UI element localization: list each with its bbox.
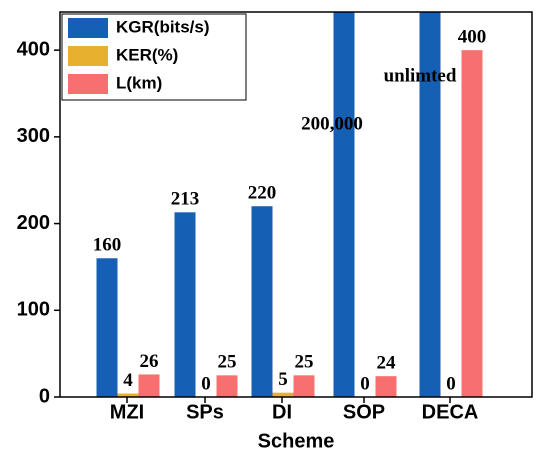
data-label: 400: [458, 27, 487, 48]
legend: KGR(bits/s) KER(%) L(km): [61, 13, 247, 101]
plot-area: [96, 12, 483, 397]
legend-label: KER(%): [116, 45, 178, 64]
bar: [174, 212, 196, 397]
x-tick-label: DECA: [422, 401, 479, 423]
legend-swatch: [68, 46, 108, 66]
bar: [138, 374, 160, 397]
data-label: 0: [201, 373, 211, 394]
data-label: 25: [218, 352, 237, 373]
y-tick-label: 100: [17, 299, 50, 321]
bar: [96, 258, 118, 397]
data-label: unlimted: [384, 65, 457, 86]
y-tick-label: 200: [17, 212, 50, 234]
data-label: 200,000: [301, 113, 363, 134]
data-label: 160: [93, 235, 122, 256]
data-label: 25: [295, 352, 314, 373]
data-label: 0: [446, 373, 456, 394]
bar: [375, 376, 397, 397]
bar: [461, 50, 483, 397]
x-tick-label: MZI: [110, 401, 144, 423]
legend-label: KGR(bits/s): [116, 17, 210, 36]
data-label: 24: [377, 353, 397, 374]
bar: [293, 375, 315, 397]
x-tick-label: SPs: [186, 401, 224, 423]
x-tick-label: DI: [272, 401, 292, 423]
axes-frame: [59, 11, 533, 398]
bar: [117, 393, 139, 397]
y-tick-label: 400: [17, 38, 50, 60]
data-label: 213: [171, 189, 200, 210]
bar: [216, 375, 238, 397]
data-label: 5: [278, 369, 288, 390]
data-label: 220: [248, 183, 277, 204]
data-label: 4: [123, 370, 133, 391]
data-label: 0: [360, 373, 370, 394]
y-tick-label: 300: [17, 125, 50, 147]
y-tick-label: 0: [39, 385, 50, 407]
data-label: 26: [140, 351, 159, 372]
bar: [272, 392, 294, 397]
legend-label: L(km): [116, 73, 162, 92]
bar: [251, 206, 273, 397]
x-axis-title: Scheme: [258, 430, 335, 452]
bar: [333, 12, 355, 397]
legend-swatch: [68, 74, 108, 94]
legend-swatch: [68, 18, 108, 38]
x-tick-label: SOP: [343, 401, 385, 423]
bar: [419, 12, 441, 397]
